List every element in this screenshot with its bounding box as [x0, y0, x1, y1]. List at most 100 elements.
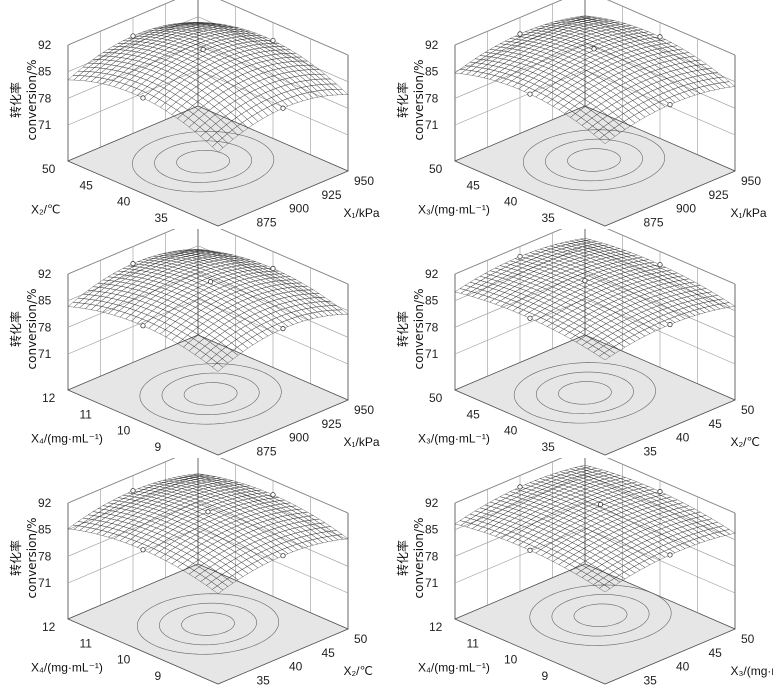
surface-cell	[251, 35, 263, 39]
surface-cell	[538, 302, 551, 309]
surface-cell	[198, 491, 211, 496]
surface-cell	[506, 503, 519, 509]
surface-cell	[215, 71, 228, 79]
surface-cell	[256, 331, 269, 340]
surface-cell	[180, 484, 193, 488]
surface-cell	[199, 523, 211, 530]
surface-cell	[176, 257, 187, 261]
surface-cell	[167, 73, 180, 81]
surface-cell	[216, 43, 229, 49]
surface-cell	[570, 296, 582, 303]
surface-cell	[565, 268, 578, 274]
surface-cell	[176, 488, 189, 493]
surface-cell	[160, 516, 172, 523]
surface-cell	[196, 316, 208, 324]
surface-cell	[228, 545, 241, 553]
surface-cell	[285, 279, 298, 284]
y-tick-label: 9	[155, 440, 162, 454]
surface-cell	[161, 36, 174, 40]
surface-cell	[558, 488, 571, 494]
contour-line	[545, 138, 643, 182]
surface-cell	[604, 477, 616, 482]
surface-cell	[307, 65, 320, 70]
x-tick-label: 925	[322, 417, 342, 431]
y-tick-label: 10	[504, 653, 518, 667]
surface-cell	[201, 481, 213, 485]
surface-cell	[627, 322, 639, 329]
surface-cell	[311, 84, 323, 92]
y-axis-label: X₄/(mg·mL⁻¹)	[418, 660, 490, 674]
x-axis-label: X₂/℃	[731, 435, 760, 449]
surface-cell	[617, 559, 629, 566]
surface-cell	[176, 28, 187, 32]
surface-cell	[613, 72, 625, 80]
surface-cell	[564, 240, 576, 244]
surface-cell	[547, 258, 560, 264]
surface-cell	[603, 474, 616, 478]
design-point	[657, 34, 663, 40]
surface-cell	[559, 492, 571, 498]
surface-cell	[590, 32, 603, 37]
surface-cell	[186, 26, 197, 29]
surface-cell	[256, 558, 269, 566]
surface-cell	[539, 247, 552, 251]
surface-cell	[614, 45, 627, 51]
surface-cell	[528, 45, 541, 51]
x-tick-label: 45	[709, 417, 723, 431]
surface-cell	[172, 493, 184, 498]
surface-cell	[130, 310, 142, 317]
surface-cell	[79, 75, 91, 82]
surface-cell	[584, 254, 596, 259]
y-tick-label: 45	[467, 178, 481, 192]
surface-cell	[180, 254, 192, 257]
surface-cell	[523, 538, 535, 545]
surface-cell	[190, 540, 203, 548]
surface-cell	[460, 69, 472, 75]
surface-cell	[590, 489, 603, 494]
surface-cell	[568, 322, 580, 330]
surface-cell	[519, 55, 531, 61]
surface-cell	[231, 70, 243, 78]
x-tick-label: 900	[676, 202, 696, 216]
surface-cell	[548, 262, 561, 267]
surface-cell	[175, 324, 188, 332]
z-axis-label-en: conversion/%	[412, 289, 426, 370]
surface-cell	[549, 76, 562, 83]
surface-cell	[302, 65, 315, 70]
x-axis-label: X₁/kPa	[731, 206, 767, 220]
surface-cell	[210, 41, 223, 46]
surface-cell	[186, 257, 198, 261]
z-tick-label: 71	[425, 118, 439, 132]
y-tick-label: 50	[42, 162, 56, 176]
surface-cell	[596, 491, 609, 496]
surface-cell	[204, 493, 217, 498]
surface-cell	[641, 309, 654, 316]
surface-cell	[206, 83, 218, 92]
surface-cell	[568, 554, 580, 562]
surface-cell	[569, 492, 582, 498]
surface-cell	[169, 314, 181, 322]
surface-cell	[643, 99, 655, 108]
surface-cell	[620, 538, 632, 545]
surface-cell	[251, 327, 263, 335]
surface-cell	[563, 102, 575, 110]
surface-cell	[314, 523, 327, 528]
surface-cell	[172, 268, 185, 273]
surface-cell	[573, 24, 584, 28]
surface-cell	[213, 102, 226, 112]
surface-cell	[208, 285, 220, 291]
surface-cell	[219, 514, 231, 521]
surface-cell	[511, 497, 523, 502]
surface-cell	[517, 304, 529, 311]
surface-cell	[558, 32, 571, 37]
z-tick-label: 85	[38, 523, 52, 537]
surface-cell	[186, 255, 197, 258]
surface-cell	[556, 91, 569, 100]
surface-cell	[152, 44, 164, 49]
surface-cell	[546, 548, 558, 556]
y-tick-label: 45	[80, 178, 94, 192]
surface-cell	[241, 110, 253, 120]
surface-cell	[662, 537, 674, 544]
surface-cell	[594, 483, 607, 488]
surface-cell	[557, 281, 569, 288]
